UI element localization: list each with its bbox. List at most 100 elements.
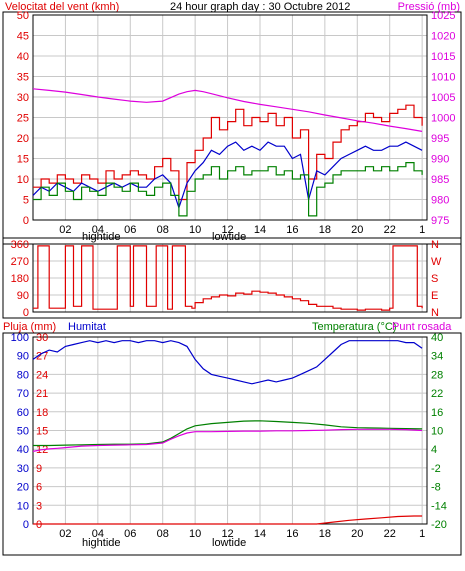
y2-tick-label: W <box>431 256 442 268</box>
y-tick-label: 90 <box>17 351 29 363</box>
rain-tick-label: 3 <box>36 500 42 512</box>
series-line <box>33 162 423 217</box>
x-tick-label: 12 <box>221 224 233 236</box>
y2-tick-label: 975 <box>431 215 449 227</box>
y-tick-label: 30 <box>17 463 29 475</box>
x-tick-label: 14 <box>254 224 266 236</box>
x-tick-label: 20 <box>351 528 363 540</box>
x-tick-label: 16 <box>286 224 298 236</box>
series-line <box>33 104 423 201</box>
y2-tick-label: 16 <box>431 407 443 419</box>
panel-frame-direction <box>2 237 462 319</box>
x-tick-label: 02 <box>59 528 71 540</box>
y2-tick-label: 4 <box>431 444 437 456</box>
x-tick-label: 16 <box>286 528 298 540</box>
y-tick-label: 10 <box>17 174 29 186</box>
y-tick-label: 180 <box>11 273 29 285</box>
y-tick-label: 70 <box>17 388 29 400</box>
y-tick-label: 90 <box>17 290 29 302</box>
y-tick-label: 360 <box>11 239 29 251</box>
y-tick-label: 35 <box>17 72 29 84</box>
y2-tick-label: S <box>431 273 438 285</box>
x-tick-label: 14 <box>254 528 266 540</box>
series-line <box>32 340 423 385</box>
rain-tick-label: 0 <box>36 519 42 531</box>
pressure-label: Pressió (mb) <box>398 1 460 13</box>
y-tick-label: 25 <box>17 113 29 125</box>
y-tick-label: 50 <box>17 10 29 22</box>
y2-tick-label: 1010 <box>431 72 455 84</box>
x-tick-label: 12 <box>221 528 233 540</box>
rain-tick-label: 6 <box>36 482 42 494</box>
hightide-label-bottom: hightide <box>82 537 121 549</box>
y2-tick-label: -20 <box>431 519 447 531</box>
y-tick-label: 40 <box>17 444 29 456</box>
y-tick-label: 0 <box>23 519 29 531</box>
y-tick-label: 20 <box>17 482 29 494</box>
y-tick-label: 5 <box>23 195 29 207</box>
hightide-label-top: hightide <box>82 231 121 243</box>
y-tick-label: 30 <box>17 92 29 104</box>
y-tick-label: 60 <box>17 407 29 419</box>
x-tick-label: 04 <box>92 528 104 540</box>
y2-tick-label: 34 <box>431 351 443 363</box>
y-tick-label: 50 <box>17 426 29 438</box>
series-line <box>32 428 423 452</box>
chart-layers: 02 04 06 08 10 12 14 16 18 20 22 105101520253035404… <box>2 10 462 556</box>
plot-area-border <box>32 243 428 313</box>
y2-tick-label: -8 <box>431 482 441 494</box>
y-tick-label: 20 <box>17 133 29 145</box>
x-tick-label: 1 <box>419 528 425 540</box>
y2-tick-label: 22 <box>431 388 443 400</box>
y-tick-label: 100 <box>11 332 29 344</box>
y2-tick-label: N <box>431 307 439 319</box>
rain-label: Pluja (mm) <box>3 321 56 333</box>
x-tick-label: 10 <box>189 528 201 540</box>
y2-tick-label: 995 <box>431 133 449 145</box>
rain-tick-label: 9 <box>36 463 42 475</box>
lowtide-label-bottom: lowtide <box>212 537 246 549</box>
x-tick-label: 08 <box>157 528 169 540</box>
chart-title: 24 hour graph day : 30 Octubre 2012 <box>170 1 350 13</box>
y-tick-label: 0 <box>23 215 29 227</box>
y-tick-label: 15 <box>17 154 29 166</box>
y2-tick-label: 980 <box>431 195 449 207</box>
rain-tick-label: 24 <box>36 369 48 381</box>
y2-tick-label: 40 <box>431 332 443 344</box>
y2-tick-label: N <box>431 239 439 251</box>
dewpoint-label: Punt rosada <box>392 321 452 333</box>
y2-tick-label: 1000 <box>431 113 455 125</box>
x-tick-label: 06 <box>124 528 136 540</box>
x-tick-label: 18 <box>319 528 331 540</box>
series-line <box>33 245 423 311</box>
y2-tick-label: 1025 <box>431 10 455 22</box>
y2-tick-label: 1020 <box>431 31 455 43</box>
x-tick-label: 10 <box>189 224 201 236</box>
series-line <box>32 88 423 132</box>
series-line <box>33 420 423 447</box>
rain-tick-label: 18 <box>36 407 48 419</box>
y2-tick-label: -2 <box>431 463 441 475</box>
y2-tick-label: 985 <box>431 174 449 186</box>
y2-tick-label: 990 <box>431 154 449 166</box>
y-tick-label: 45 <box>17 31 29 43</box>
rain-tick-label: 30 <box>36 332 48 344</box>
x-tick-label: 20 <box>351 224 363 236</box>
x-tick-label: 06 <box>124 224 136 236</box>
y2-tick-label: -14 <box>431 500 447 512</box>
x-tick-label: 04 <box>92 224 104 236</box>
x-tick-label: 1 <box>419 224 425 236</box>
plot-area-border <box>32 14 428 221</box>
humidity-label: Humitat <box>68 321 106 333</box>
temperature-label: Temperatura (°C) <box>312 321 396 333</box>
x-tick-label: 18 <box>319 224 331 236</box>
x-tick-label: 22 <box>384 224 396 236</box>
series-line <box>33 515 423 525</box>
y2-tick-label: 10 <box>431 426 443 438</box>
lowtide-label-top: lowtide <box>212 231 246 243</box>
x-tick-label: 08 <box>157 224 169 236</box>
y-tick-label: 10 <box>17 500 29 512</box>
x-tick-label: 02 <box>59 224 71 236</box>
